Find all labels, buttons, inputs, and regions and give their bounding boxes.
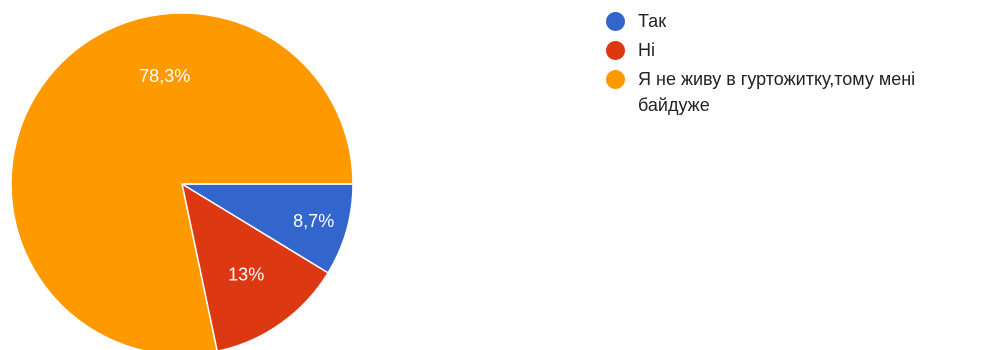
pie-label-ne-zhyvu: 78,3% [139,66,190,86]
legend-label-tak: Так [638,11,667,31]
legend-swatch-ni [606,41,625,60]
pie-labels: 8,7% 13% 78,3% [139,66,334,285]
legend-item-ni[interactable]: Ні [600,37,990,63]
pie-label-ni: 13% [228,265,264,285]
pie-label-tak: 8,7% [293,211,334,231]
legend-label-ne-zhyvu: Я не живу в гуртожитку,тому мені байдуже [638,69,916,115]
legend-item-tak[interactable]: Так [600,8,990,34]
chart-legend: Так Ні Я не живу в гуртожитку,тому мені … [600,8,990,121]
legend-swatch-tak [606,12,625,31]
legend-swatch-ne-zhyvu [606,70,625,89]
pie-slices [10,12,354,350]
legend-label-ni: Ні [638,40,655,60]
pie-slice-ni[interactable] [181,183,329,350]
pie-slice-tak[interactable] [181,183,354,274]
legend-item-ne-zhyvu[interactable]: Я не живу в гуртожитку,тому мені байдуже [600,66,990,118]
pie-slice-ne-zhyvu[interactable] [10,12,354,350]
